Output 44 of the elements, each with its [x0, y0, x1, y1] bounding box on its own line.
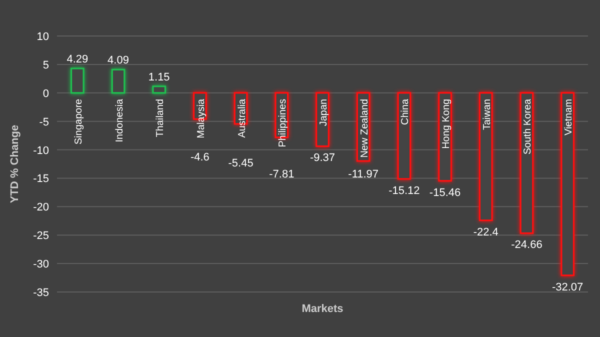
x-tick-label: Australia — [236, 98, 248, 138]
x-tick-label: Singapore — [73, 98, 84, 144]
y-tick-label: -5 — [39, 116, 49, 128]
data-label: 4.09 — [108, 54, 129, 67]
y-tick-label: 10 — [36, 31, 49, 43]
data-label: -11.97 — [348, 168, 379, 180]
data-label: -15.46 — [429, 186, 461, 199]
data-label: -24.66 — [511, 239, 542, 252]
x-tick-label: Taiwan — [482, 98, 493, 130]
x-tick-label: Philippines — [278, 98, 289, 148]
x-tick-label: South Korea — [522, 98, 534, 154]
bar — [560, 92, 575, 276]
data-label: -32.07 — [552, 281, 584, 294]
y-tick-label: 5 — [42, 59, 49, 72]
data-label: -22.4 — [473, 226, 498, 238]
bar — [70, 68, 84, 94]
x-tick-label: New Zealand — [359, 98, 370, 158]
data-label: -5.45 — [228, 157, 254, 170]
data-label: -9.37 — [310, 152, 336, 164]
y-tick-label: 0 — [42, 88, 49, 100]
data-label: 4.29 — [66, 53, 88, 66]
data-label: 1.15 — [148, 71, 170, 84]
data-label: -15.12 — [388, 184, 420, 197]
bar — [152, 86, 166, 94]
data-label: -7.81 — [269, 168, 294, 180]
bar — [397, 92, 412, 180]
y-tick-label: -25 — [33, 230, 49, 242]
y-tick-label: -20 — [33, 202, 49, 214]
y-tick-label: -35 — [33, 287, 49, 299]
x-tick-label: Hong Kong — [441, 98, 452, 149]
x-tick-label: Vietnam — [564, 98, 575, 136]
x-tick-label: Thailand — [155, 98, 166, 138]
x-tick-label: Japan — [318, 98, 330, 126]
x-tick-label: Indonesia — [114, 98, 126, 142]
y-tick-label: -10 — [33, 144, 49, 157]
x-axis-title: Markets — [302, 303, 344, 315]
data-label: -4.6 — [190, 152, 210, 164]
y-tick-label: -15 — [33, 173, 49, 186]
y-axis-title: YTD % Change — [9, 124, 21, 204]
bar — [478, 92, 493, 222]
y-tick-label: -30 — [33, 258, 49, 271]
x-tick-label: Malaysia — [196, 98, 207, 138]
x-tick-label: China — [400, 98, 412, 126]
bar — [111, 68, 126, 94]
